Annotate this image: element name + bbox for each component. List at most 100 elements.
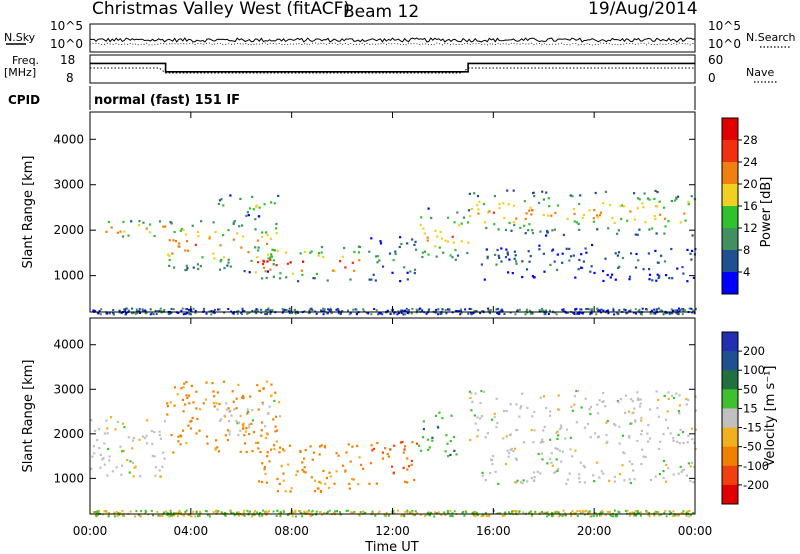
power-cell — [411, 307, 414, 310]
velocity-cell — [551, 515, 554, 518]
power-cell — [391, 271, 394, 274]
power-cell — [177, 245, 180, 248]
velocity-cell — [264, 510, 267, 513]
power-cell — [243, 270, 246, 273]
power-cell — [478, 200, 481, 203]
velocity-cell — [378, 510, 381, 513]
velocity-cell — [107, 447, 110, 451]
power-cell — [310, 250, 313, 253]
power-cell — [585, 251, 588, 254]
velocity-cell — [179, 443, 182, 446]
power-cell — [505, 248, 508, 251]
power-cell — [135, 310, 138, 313]
power-cell — [460, 240, 463, 243]
velocity-cell — [479, 417, 482, 420]
power-cell — [311, 309, 314, 312]
power-cell — [588, 308, 591, 311]
power-cell — [233, 220, 236, 223]
velocity-cell — [127, 436, 130, 439]
velocity-cell — [583, 426, 586, 429]
power-cell — [400, 309, 403, 312]
power-cell — [344, 266, 347, 269]
velocity-cell — [639, 402, 642, 405]
velocity-cell — [646, 511, 649, 513]
power-cell — [153, 234, 156, 238]
velocity-cell — [560, 426, 563, 429]
power-cell — [426, 239, 429, 242]
velocity-cell — [92, 445, 95, 448]
power-cell — [132, 311, 135, 314]
power-cell — [279, 272, 282, 275]
power-cell — [406, 242, 409, 245]
power-cell — [573, 220, 576, 223]
velocity-cell — [581, 509, 584, 512]
power-cell — [633, 218, 636, 221]
velocity-cell — [672, 437, 675, 440]
velocity-cell — [481, 474, 484, 477]
power-cell — [624, 309, 627, 311]
velocity-cell — [326, 510, 329, 513]
velocity-cell — [217, 510, 220, 513]
power-cell — [674, 199, 677, 202]
velocity-cell — [550, 511, 553, 514]
power-cell — [653, 308, 656, 311]
velocity-cell — [663, 511, 666, 514]
power-cell — [202, 307, 205, 310]
power-cell — [677, 195, 680, 198]
power-cell — [149, 313, 152, 316]
velocity-cell — [602, 472, 605, 475]
velocity-cell — [617, 401, 620, 404]
power-cell — [326, 312, 329, 315]
velocity-cell — [288, 444, 292, 447]
velocity-cell — [169, 511, 172, 514]
power-cell — [663, 206, 666, 209]
velocity-cell — [123, 426, 126, 429]
velocity-cell — [480, 415, 483, 418]
velocity-cell — [237, 421, 240, 424]
velocity-cell — [142, 435, 145, 438]
power-cell — [158, 220, 162, 223]
velocity-cell — [694, 447, 697, 451]
velocity-cell — [451, 515, 454, 518]
velocity-cell — [182, 410, 185, 413]
power-cell — [266, 313, 268, 315]
power-cell — [180, 309, 183, 312]
velocity-cell — [508, 433, 511, 436]
power-cell — [426, 236, 429, 239]
power-cell — [116, 231, 119, 234]
velocity-colorbar-tick: -100 — [743, 459, 769, 473]
velocity-cell — [495, 426, 498, 429]
power-cell — [447, 216, 450, 219]
velocity-cell — [636, 511, 639, 514]
power-cell — [413, 268, 417, 271]
power-cell — [648, 198, 651, 201]
velocity-cell — [446, 442, 449, 445]
velocity-cell — [568, 472, 571, 475]
power-cell — [466, 221, 470, 224]
power-cell — [400, 242, 403, 246]
velocity-cell — [250, 422, 253, 425]
power-cell — [637, 310, 640, 313]
velocity-cell — [158, 469, 161, 472]
velocity-cell — [640, 429, 643, 432]
power-cell — [404, 313, 407, 316]
power-cell — [254, 246, 257, 249]
velocity-cell — [665, 515, 668, 518]
velocity-cell — [265, 380, 268, 383]
power-cell — [123, 308, 126, 311]
velocity-cell — [422, 428, 425, 431]
power-cell — [277, 194, 280, 197]
power-cell — [580, 308, 583, 311]
power-cell — [654, 249, 657, 252]
power-cell — [141, 309, 144, 312]
power-cell — [397, 312, 400, 315]
power-cell — [605, 310, 608, 313]
power-cell — [590, 265, 593, 268]
velocity-cell — [641, 448, 644, 451]
power-cell — [410, 312, 413, 315]
velocity-cell — [421, 436, 425, 439]
velocity-cell — [694, 428, 698, 431]
power-cell — [168, 258, 171, 262]
velocity-cell — [301, 515, 304, 518]
power-cell — [145, 227, 148, 230]
